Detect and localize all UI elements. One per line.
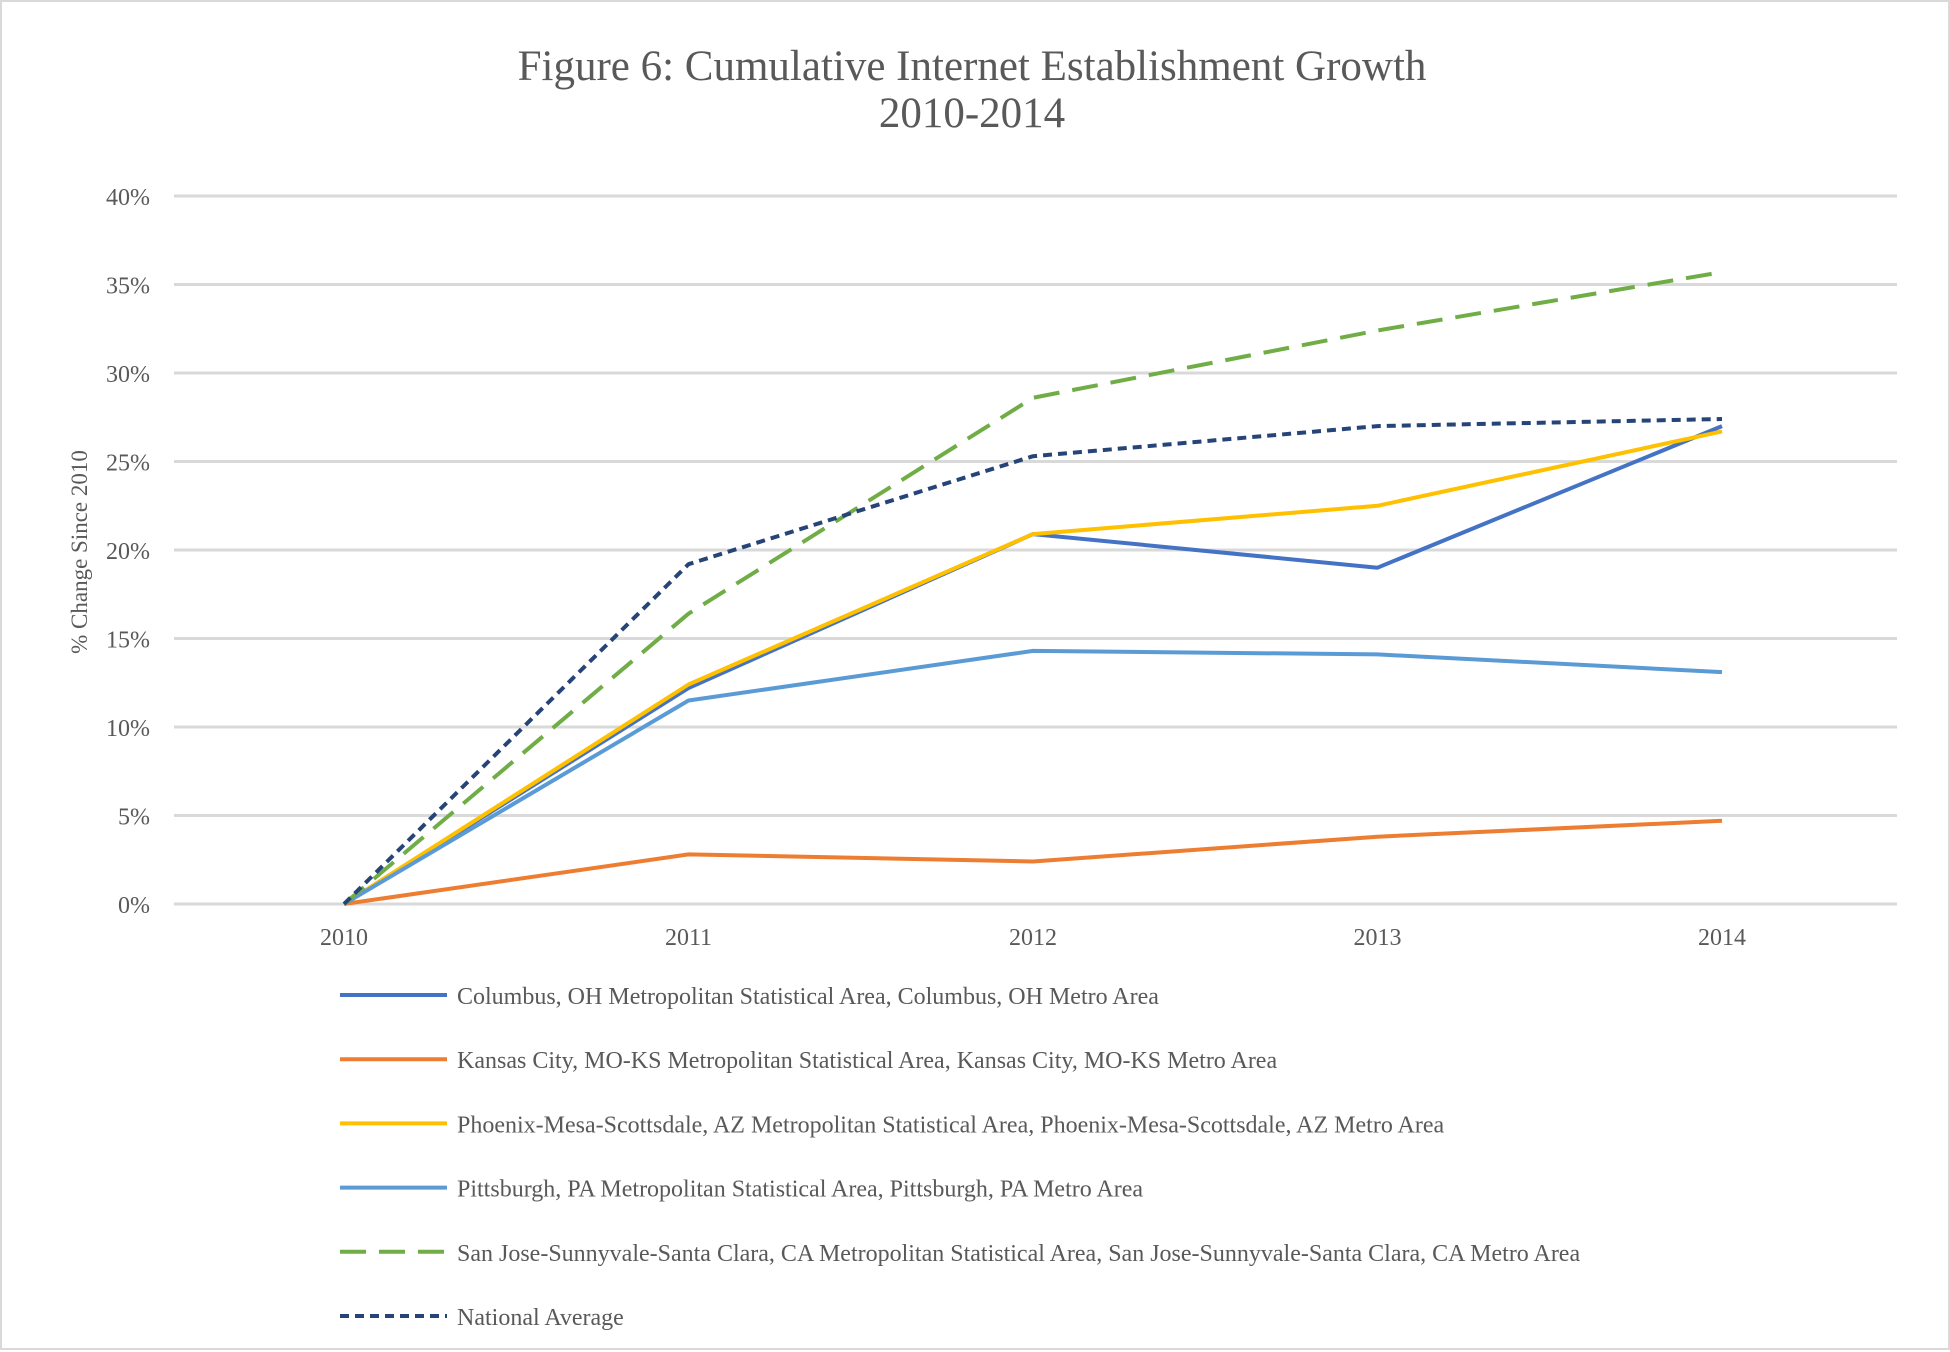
legend-label-4: San Jose-Sunnyvale-Santa Clara, CA Metro… bbox=[457, 1241, 1580, 1267]
x-axis-ticks: 2010 2011 2012 2013 2014 bbox=[320, 925, 1746, 951]
series-line-5 bbox=[342, 417, 1723, 906]
y-tick-label: 35% bbox=[106, 274, 150, 300]
y-tick-label: 0% bbox=[118, 893, 150, 919]
series-line-4 bbox=[342, 270, 1723, 906]
legend-label-3: Pittsburgh, PA Metropolitan Statistical … bbox=[457, 1177, 1143, 1203]
y-tick-label: 20% bbox=[106, 539, 150, 565]
legend-label-2: Phoenix-Mesa-Scottsdale, AZ Metropolitan… bbox=[457, 1112, 1444, 1138]
x-tick-label: 2010 bbox=[320, 925, 368, 951]
y-axis-ticks: 0% 5% 10% 15% 20% 25% 30% 35% 40% bbox=[106, 185, 150, 919]
series-line-1 bbox=[343, 818, 1723, 906]
y-tick-label: 25% bbox=[106, 451, 150, 477]
legend-label-5: National Average bbox=[457, 1305, 624, 1331]
series-lines bbox=[342, 270, 1723, 906]
gridlines bbox=[174, 194, 1897, 906]
series-line-3 bbox=[342, 648, 1723, 906]
y-tick-label: 30% bbox=[106, 362, 150, 388]
y-tick-label: 15% bbox=[106, 628, 150, 654]
chart-subtitle: 2010-2014 bbox=[879, 90, 1065, 137]
x-tick-label: 2012 bbox=[1009, 925, 1057, 951]
y-tick-label: 40% bbox=[106, 185, 150, 211]
y-tick-label: 10% bbox=[106, 716, 150, 742]
x-tick-label: 2014 bbox=[1698, 925, 1746, 951]
legend-label-1: Kansas City, MO-KS Metropolitan Statisti… bbox=[457, 1048, 1277, 1074]
legend: Columbus, OH Metropolitan Statistical Ar… bbox=[340, 984, 1580, 1331]
chart-title: Figure 6: Cumulative Internet Establishm… bbox=[518, 43, 1427, 90]
x-tick-label: 2013 bbox=[1354, 925, 1402, 951]
y-axis-title: % Change Since 2010 bbox=[67, 450, 92, 654]
series-line-2 bbox=[342, 429, 1723, 906]
x-tick-label: 2011 bbox=[665, 925, 712, 951]
legend-label-0: Columbus, OH Metropolitan Statistical Ar… bbox=[457, 984, 1159, 1010]
y-tick-label: 5% bbox=[118, 805, 150, 831]
